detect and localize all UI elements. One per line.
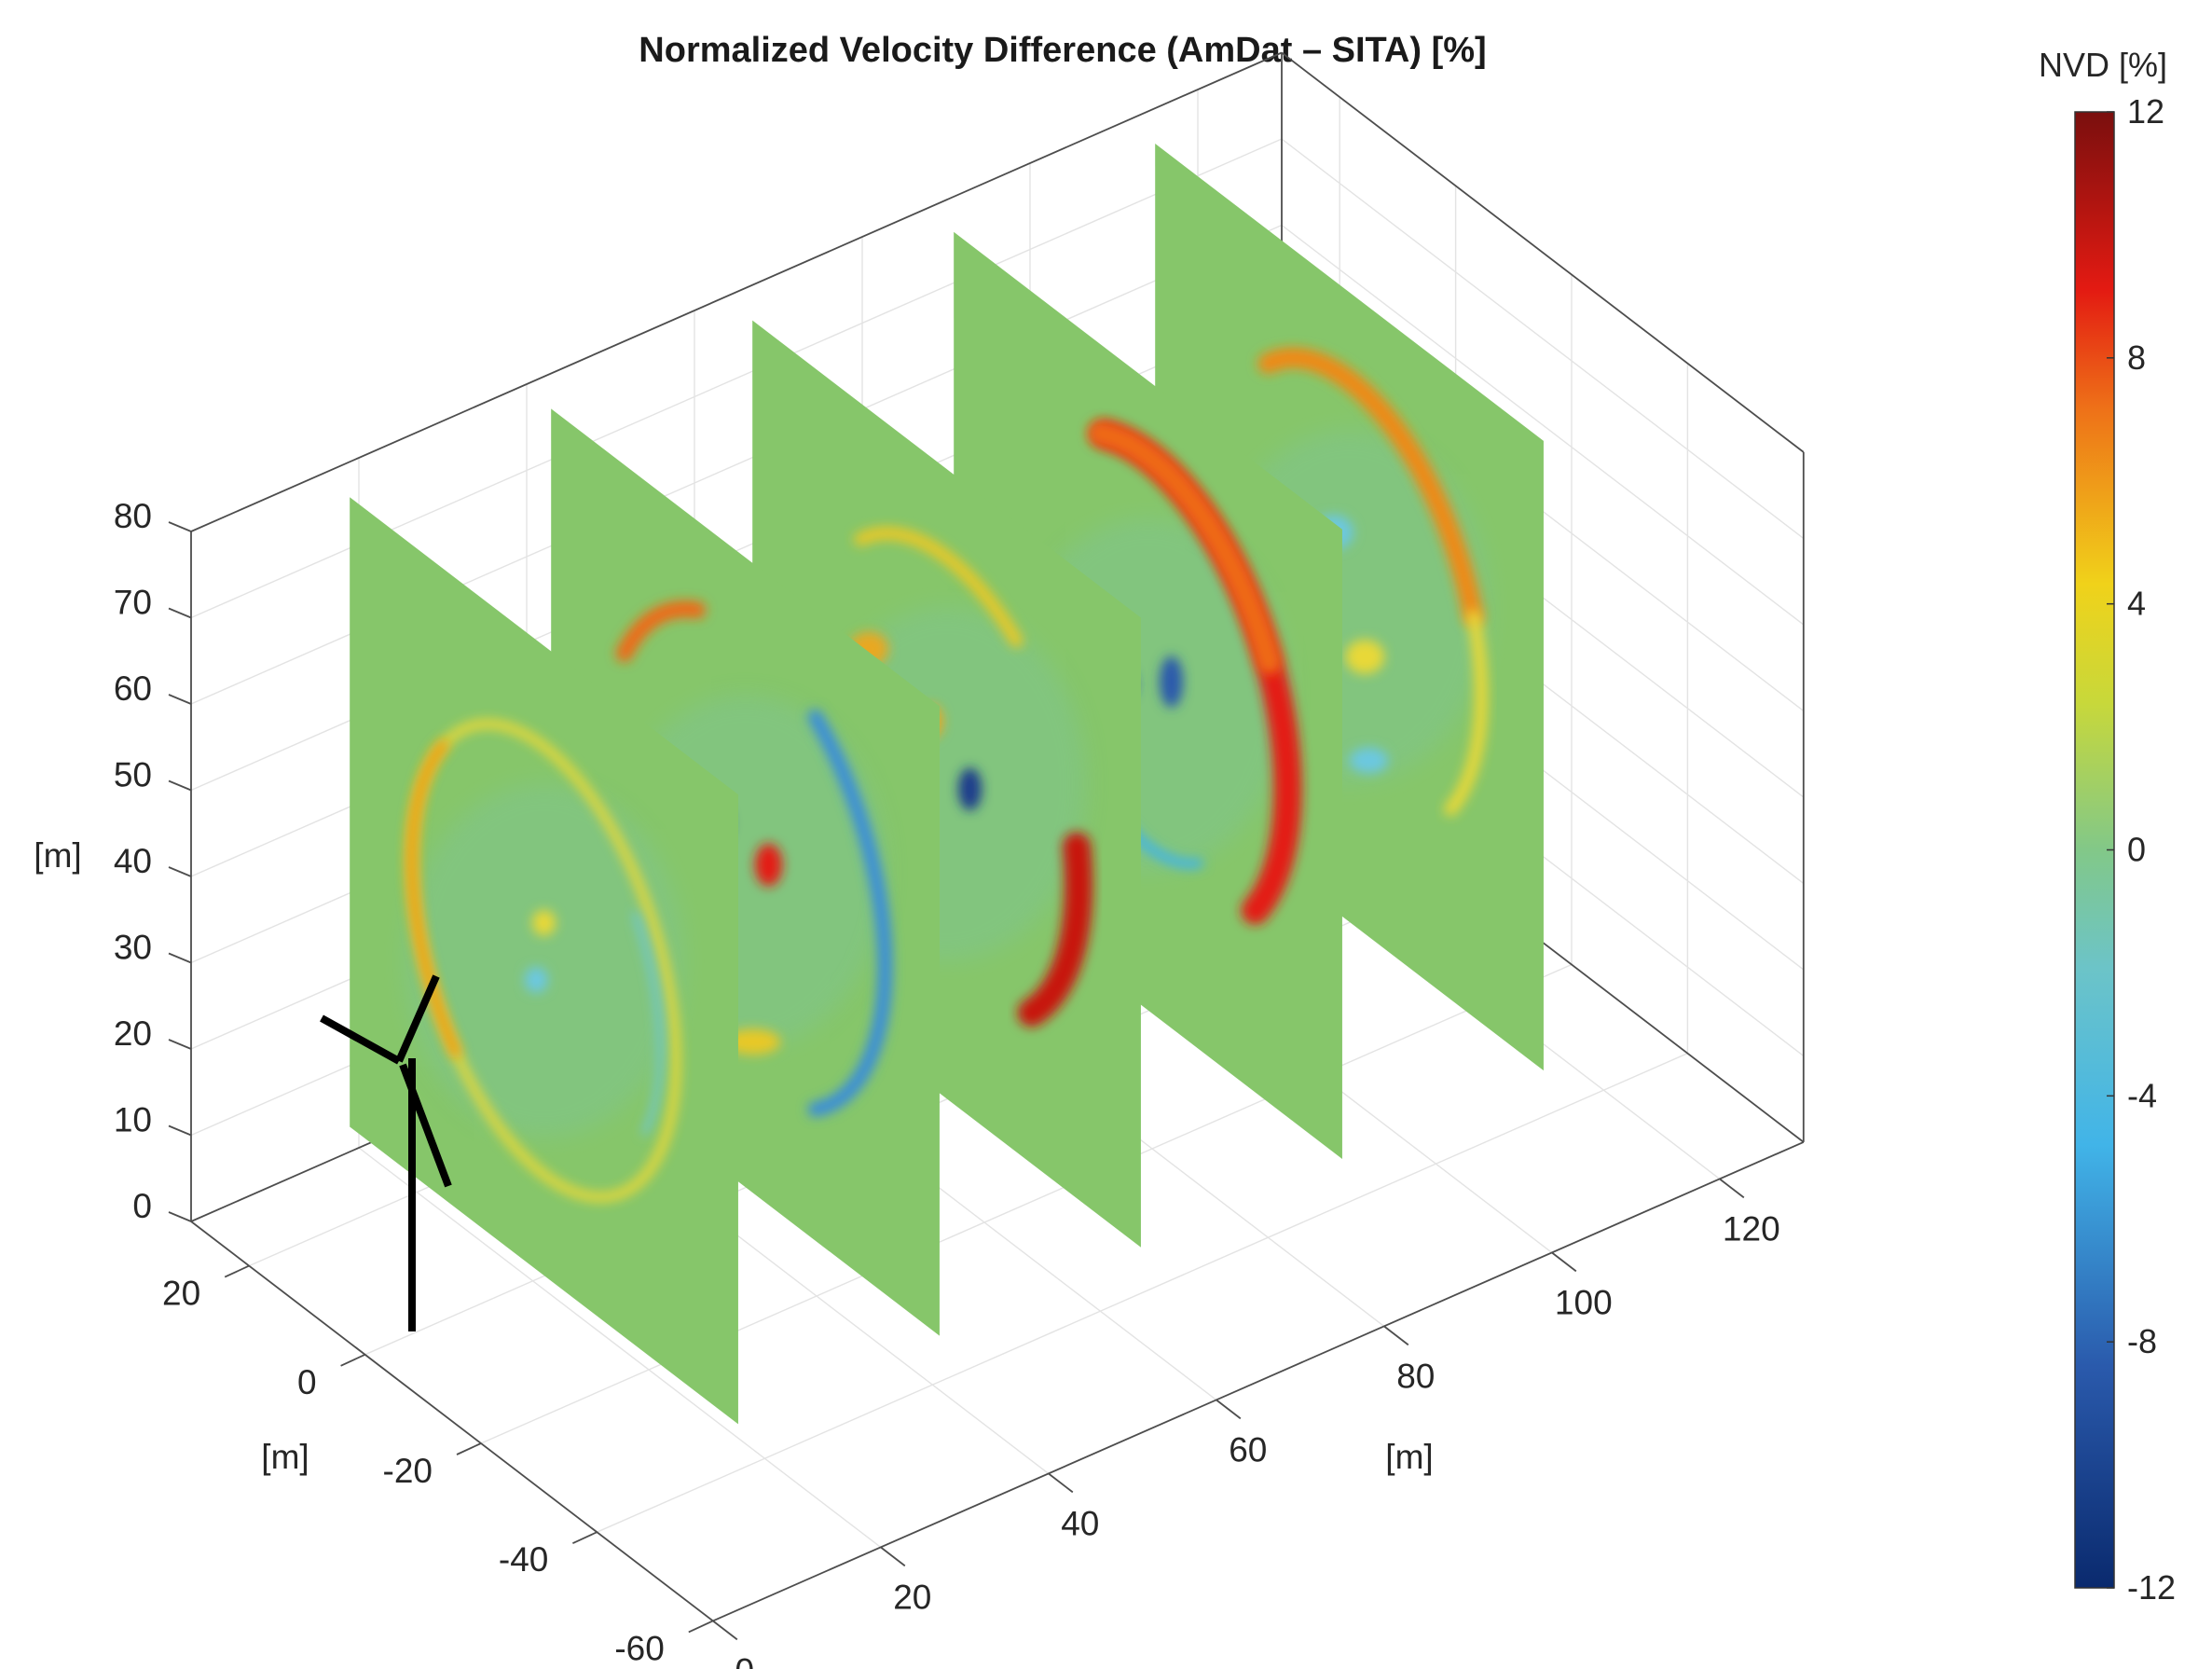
x-tick-mark [1383, 1325, 1409, 1346]
box-edge [190, 51, 1283, 532]
slice-blob [725, 1028, 781, 1055]
z-tick-mark [168, 607, 192, 619]
slice-field [404, 719, 684, 1203]
grid-line [1281, 224, 1805, 626]
colorbar-tick-label: 8 [2127, 338, 2146, 377]
grid-line [358, 1147, 882, 1548]
slice-arc [854, 526, 1024, 648]
x-tick-label: 60 [1229, 1430, 1267, 1469]
slice-arc [1444, 609, 1489, 817]
y-axis-label: [m] [261, 1438, 309, 1476]
y-tick-label: -40 [499, 1540, 548, 1579]
z-tick-label: 0 [132, 1187, 152, 1225]
z-tick-label: 70 [114, 584, 152, 622]
x-tick-label: 100 [1555, 1283, 1613, 1321]
wind-turbine-icon [320, 974, 452, 1331]
z-tick-label: 40 [114, 842, 152, 880]
z-tick-label: 60 [114, 669, 152, 708]
slice-blob [1349, 747, 1389, 774]
slice-blob [531, 909, 556, 936]
y-tick-label: 20 [162, 1275, 200, 1313]
slice-arc [615, 600, 707, 663]
z-axis-label: [m] [34, 836, 81, 875]
slice-arc [807, 709, 893, 1117]
y-tick-label: 0 [297, 1363, 317, 1401]
slice-halo [404, 783, 684, 1138]
slice-arc [1088, 421, 1282, 675]
y-tick-mark [572, 1531, 598, 1545]
colorbar-tick-label: -4 [2127, 1076, 2157, 1114]
slices [350, 144, 1544, 1425]
colorbar-ticks: 12 8 4 0 -4 -8 -12 [2107, 92, 2176, 1607]
z-tick-label: 80 [114, 497, 152, 535]
slice-arc [405, 739, 461, 1058]
x-tick-label: 20 [893, 1578, 931, 1616]
turbine-blade [395, 974, 440, 1063]
slice-blob [524, 967, 548, 993]
tick-labels: 0 10 20 30 40 50 60 70 80 20 0 -20 -40 -60 0 20 40 60 80 10… [114, 497, 1780, 1669]
slice-blob [1159, 655, 1184, 708]
colorbar-tick-label: 4 [2127, 585, 2146, 623]
y-tick-label: -20 [383, 1452, 433, 1490]
turbine-blade [399, 1063, 452, 1188]
colorbar-tick-label: 12 [2127, 92, 2164, 131]
grid-line [1281, 138, 1805, 539]
y-tick-label: -60 [614, 1629, 664, 1667]
slice-blob [957, 767, 982, 811]
z-tick-label: 50 [114, 756, 152, 794]
slice-arc [1017, 832, 1093, 1028]
x-tick-label: 0 [735, 1651, 755, 1669]
colorbar-label: NVD [%] [2039, 46, 2167, 84]
x-tick-mark [1216, 1399, 1242, 1420]
slice-arc [633, 911, 664, 1136]
slice-x-12 [350, 497, 738, 1425]
y-tick-mark [688, 1620, 714, 1634]
z-tick-mark [168, 521, 192, 532]
z-tick-label: 10 [114, 1101, 152, 1139]
slice-arc [1257, 347, 1484, 627]
box-edge [1281, 51, 1805, 453]
z-tick-label: 30 [114, 929, 152, 967]
colorbar-tick-label: -8 [2127, 1322, 2157, 1360]
z-tick-mark [168, 694, 192, 705]
z-tick-mark [168, 779, 192, 792]
x-tick-mark [1048, 1472, 1074, 1494]
box-edge [712, 1141, 1805, 1622]
x-tick-mark [712, 1620, 738, 1641]
chart-title: Normalized Velocity Difference (AmDat – … [639, 31, 1486, 70]
x-tick-mark [880, 1546, 906, 1567]
x-tick-label: 40 [1061, 1504, 1099, 1542]
x-tick-label: 120 [1723, 1209, 1780, 1248]
slice-blob [754, 843, 783, 887]
z-tick-mark [168, 952, 192, 964]
x-tick-mark [1551, 1251, 1577, 1273]
colorbar-tick-label: 0 [2127, 831, 2146, 869]
colorbar-tick-label: -12 [2127, 1568, 2176, 1607]
x-tick-mark [1719, 1178, 1745, 1199]
x-axis-label: [m] [1385, 1438, 1433, 1476]
z-tick-label: 20 [114, 1014, 152, 1053]
y-tick-mark [456, 1442, 482, 1455]
grid-line [597, 1053, 1688, 1533]
y-tick-mark [340, 1353, 365, 1367]
slice-blob [1345, 639, 1385, 674]
z-tick-mark [168, 1211, 192, 1222]
y-tick-mark [224, 1264, 250, 1278]
z-tick-mark [168, 866, 192, 877]
x-tick-label: 80 [1396, 1357, 1435, 1395]
box-edge [190, 1221, 714, 1622]
turbine-blade [320, 1014, 401, 1065]
z-tick-mark [168, 1124, 192, 1137]
z-tick-mark [168, 1039, 192, 1050]
